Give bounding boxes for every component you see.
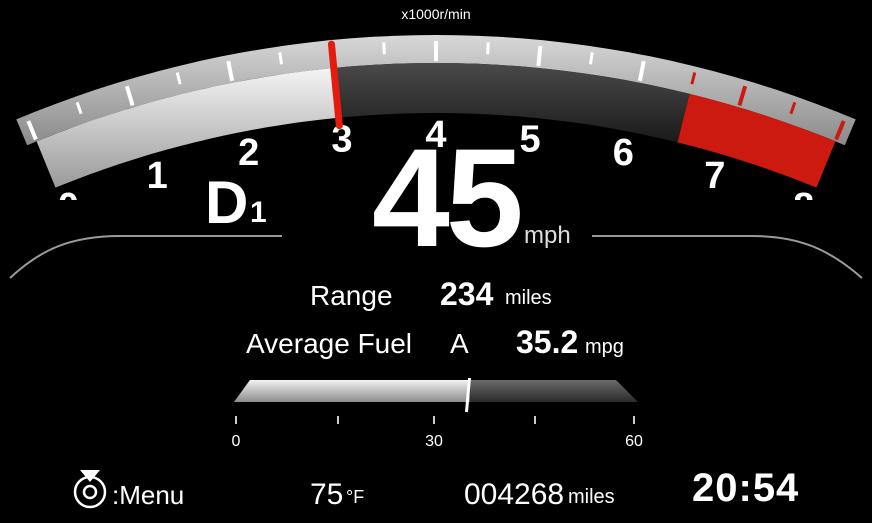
average-fuel-label: Average Fuel (246, 328, 413, 359)
economy-gauge-fill (234, 380, 470, 402)
tach-label-0: 0 (58, 186, 79, 200)
average-fuel-unit: mpg (585, 336, 624, 358)
tach-tick-1 (124, 85, 135, 106)
outside-temperature: 75 (310, 478, 344, 511)
speed-value: 45 (372, 119, 524, 276)
tach-tick-4.5 (486, 42, 490, 55)
tach-tick-6 (637, 60, 646, 82)
tach-tick-7.5 (789, 101, 797, 115)
rpm-unit-label: x1000r/min (401, 6, 471, 22)
tach-tick-3.5 (382, 42, 386, 55)
speed-unit: mph (524, 222, 571, 249)
tach-tick-6.5 (690, 72, 697, 85)
odometer-unit: miles (568, 486, 615, 508)
economy-gauge-marker (465, 377, 471, 413)
tach-tick-2.5 (278, 52, 283, 65)
tach-bezel-arc (16, 35, 856, 146)
tachometer: 0 1 2 3 4 5 6 7 8 (16, 35, 856, 200)
tach-label-5: 5 (520, 119, 541, 161)
menu-label: :Menu (112, 480, 185, 510)
fuel-trip-indicator: A (450, 328, 469, 359)
range-value: 234 (440, 276, 494, 312)
tach-label-6: 6 (613, 132, 634, 174)
steering-dial-icon (73, 470, 107, 509)
economy-tick-60: 60 (625, 433, 643, 450)
economy-gauge: 0 30 60 (232, 377, 643, 450)
tach-tick-8 (834, 120, 846, 141)
odometer-value: 004268 (464, 478, 565, 511)
tach-label-2: 2 (238, 132, 259, 174)
tach-unlit-band (333, 63, 690, 143)
tach-label-4: 4 (425, 114, 446, 156)
tach-tick-2 (226, 60, 235, 82)
tach-tick-5.5 (589, 52, 594, 65)
tach-needle (327, 40, 343, 130)
economy-tick-0: 0 (232, 433, 241, 450)
temperature-unit: °F (346, 487, 365, 507)
clock: 20:54 (692, 466, 800, 510)
range-label: Range (310, 280, 393, 311)
gear-letter: D (205, 169, 250, 236)
tach-lit-band (36, 68, 339, 188)
tach-label-8: 8 (793, 186, 814, 200)
tach-label-3: 3 (331, 119, 352, 161)
gear-number: 1 (250, 196, 267, 229)
tach-label-7: 7 (704, 155, 725, 197)
tach-tick-1.5 (175, 72, 182, 85)
average-fuel-value: 35.2 (516, 324, 579, 360)
tach-redline-band (677, 93, 836, 188)
tach-tick-7 (737, 85, 748, 106)
tach-tick-5 (536, 45, 543, 67)
tach-label-1: 1 (147, 155, 168, 197)
tach-tick-0 (26, 120, 38, 141)
divider-lines (9, 235, 863, 279)
economy-tick-30: 30 (425, 433, 443, 450)
tach-tick-0.5 (75, 101, 83, 115)
range-unit: miles (505, 287, 552, 309)
